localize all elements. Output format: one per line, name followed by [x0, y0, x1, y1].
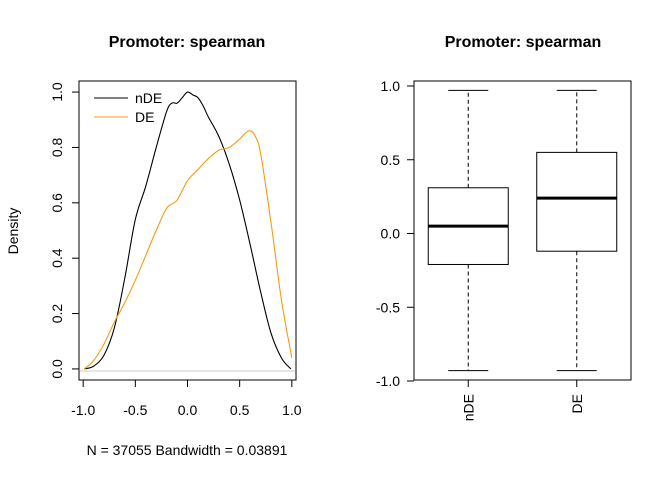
density-title: Promoter: spearman	[109, 34, 266, 51]
density-y-label: Density	[5, 208, 21, 255]
box-iqr	[536, 151, 618, 252]
boxplot-x-tick-label: nDE	[460, 394, 476, 421]
density-line-DE	[83, 130, 293, 370]
density-x-tick-label: -1.0	[71, 402, 95, 418]
density-x-label: N = 37055 Bandwidth = 0.03891	[87, 442, 288, 458]
density-x-tick-label: 0.0	[178, 402, 198, 418]
boxplot-frame	[413, 80, 632, 381]
boxplot-y-tick-label: -1.0	[376, 373, 400, 389]
density-x-tick-label: -0.5	[123, 402, 147, 418]
boxplot-y-tick-label: 0.0	[381, 226, 401, 242]
boxplot-y-tick-label: 0.5	[381, 152, 401, 168]
density-y-tick-label: 0.8	[49, 138, 65, 158]
density-y-tick-label: 0.0	[49, 359, 65, 379]
density-y-axis: 0.0 0.2 0.4 0.6 0.8 1.0	[49, 82, 80, 379]
density-plot-frame	[78, 80, 297, 381]
boxplot-panel: Promoter: spearman -1.0 -0.5 0.0 0.5 1.0 nDE…	[376, 34, 632, 421]
boxplot-x-axis: nDE DE	[460, 379, 585, 421]
density-x-tick-label: 1.0	[282, 402, 302, 418]
boxplot-y-tick-label: -0.5	[376, 299, 400, 315]
boxplot-x-tick-label: DE	[569, 394, 585, 413]
legend-label-nDE: nDE	[135, 90, 162, 106]
box-nDE	[427, 89, 509, 372]
boxplot-boxes	[427, 89, 618, 372]
legend: nDE DE	[94, 90, 162, 125]
legend-label-DE: DE	[135, 109, 154, 125]
density-x-tick-label: 0.5	[230, 402, 250, 418]
density-x-axis: -1.0 -0.5 0.0 0.5 1.0	[71, 379, 302, 418]
boxplot-y-tick-label: 1.0	[381, 78, 401, 94]
density-y-tick-label: 0.6	[49, 193, 65, 213]
density-line-nDE	[84, 91, 292, 370]
density-y-tick-label: 0.2	[49, 304, 65, 324]
boxplot-y-axis: -1.0 -0.5 0.0 0.5 1.0	[376, 78, 414, 389]
boxplot-title: Promoter: spearman	[445, 34, 602, 51]
box-DE	[536, 89, 618, 372]
density-y-tick-label: 1.0	[49, 82, 65, 102]
density-panel: Promoter: spearman 0.0 0.2 0.4 0.6 0.8 1.0 -1…	[5, 34, 302, 458]
density-y-tick-label: 0.4	[49, 248, 65, 268]
